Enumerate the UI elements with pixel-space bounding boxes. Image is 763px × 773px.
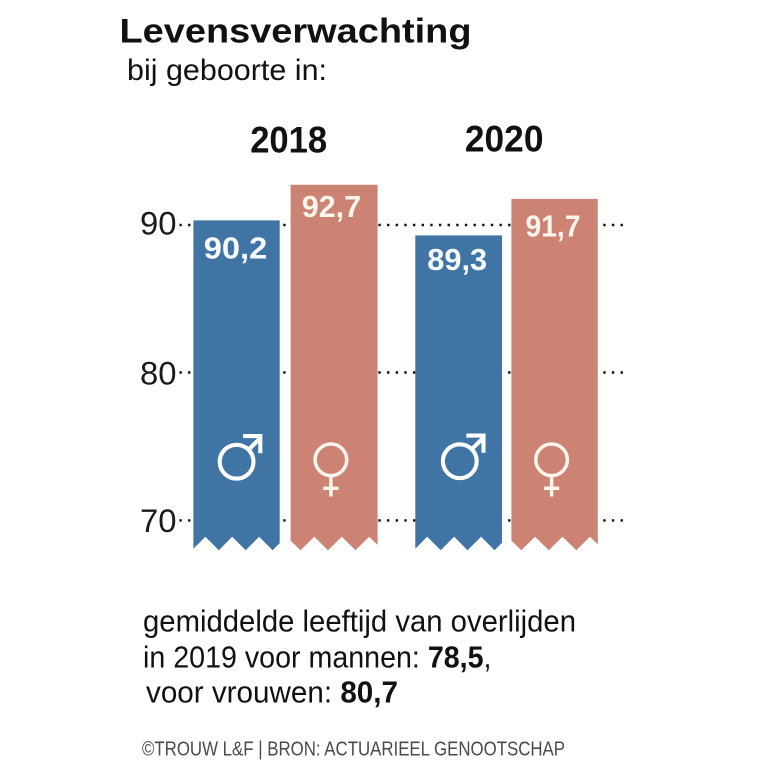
svg-text:70: 70 (140, 503, 177, 539)
svg-text:2020: 2020 (465, 117, 544, 159)
svg-text:voor vrouwen: 80,7: voor vrouwen: 80,7 (146, 675, 398, 710)
svg-text:91,7: 91,7 (525, 208, 580, 243)
svg-text:©TROUW L&F | BRON: ACTUARIEEL: ©TROUW L&F | BRON: ACTUARIEEL GENOOTSCHA… (142, 739, 565, 761)
svg-text:gemiddelde leeftijd van overli: gemiddelde leeftijd van overlijden (143, 603, 576, 638)
svg-text:in 2019 voor mannen: 78,5,: in 2019 voor mannen: 78,5, (143, 639, 492, 674)
svg-text:90: 90 (140, 205, 177, 241)
svg-text:80: 80 (140, 355, 177, 391)
svg-text:90,2: 90,2 (204, 230, 268, 265)
svg-text:89,3: 89,3 (427, 242, 487, 277)
svg-text:2018: 2018 (250, 118, 327, 160)
svg-text:bij geboorte in:: bij geboorte in: (127, 54, 327, 87)
svg-text:92,7: 92,7 (302, 189, 361, 224)
svg-text:Levensverwachting: Levensverwachting (120, 13, 472, 51)
